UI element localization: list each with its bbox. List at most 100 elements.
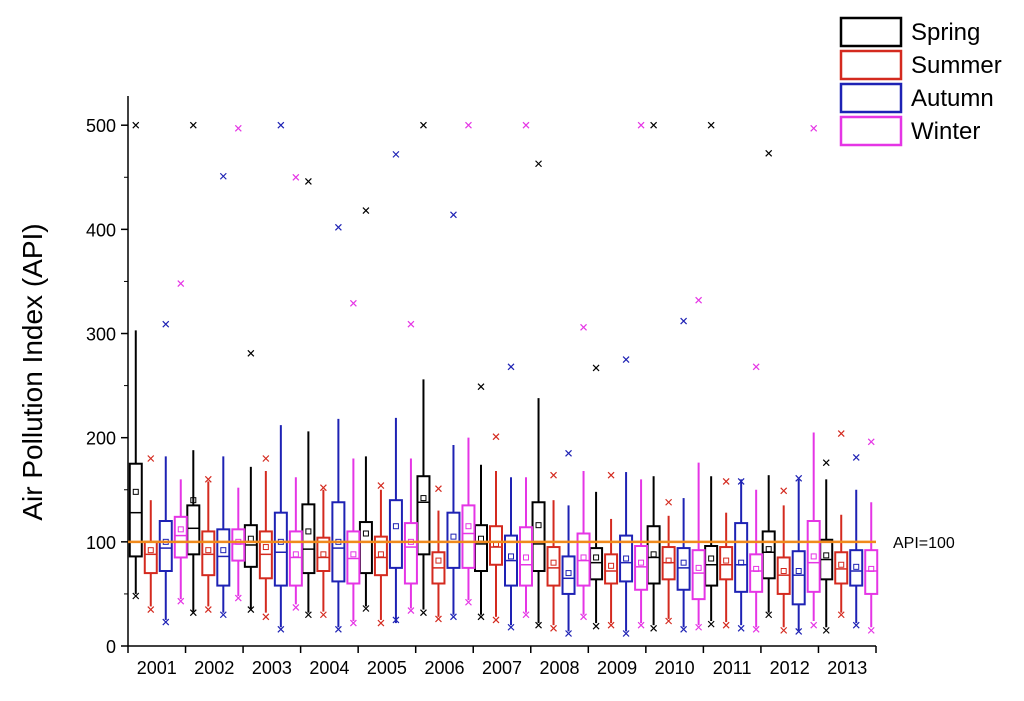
min-marker-stroke — [492, 616, 500, 624]
box-summer-2001 — [143, 455, 158, 613]
mean-marker — [723, 557, 730, 564]
max-marker-stroke — [622, 356, 630, 363]
min-marker-stroke — [292, 604, 300, 611]
iqr-box — [288, 530, 303, 587]
min-marker — [477, 613, 485, 621]
max-marker-stroke — [247, 349, 255, 357]
box-winter-2003 — [288, 173, 303, 611]
max-marker-stroke — [680, 317, 688, 325]
mean-marker — [838, 561, 845, 568]
max-marker-stroke — [722, 478, 730, 485]
min-marker — [565, 630, 572, 637]
min-marker — [334, 625, 342, 633]
min-marker-stroke — [707, 620, 715, 628]
min-marker-stroke — [247, 606, 255, 613]
y-tick-label: 500 — [86, 116, 116, 136]
mean-marker — [608, 562, 615, 569]
max-marker-stroke — [650, 121, 658, 129]
max-marker-stroke — [780, 487, 788, 495]
max-marker-stroke — [177, 280, 185, 287]
min-marker — [132, 592, 140, 600]
max-marker-stroke — [162, 320, 170, 328]
legend-label: Summer — [911, 52, 1002, 79]
max-marker — [132, 121, 140, 129]
x-tick-label: 2013 — [827, 658, 867, 678]
min-marker-stroke — [550, 624, 557, 632]
max-marker — [492, 433, 500, 441]
min-marker — [177, 597, 185, 605]
min-marker — [822, 626, 830, 634]
box-autumn-2011 — [734, 478, 749, 632]
min-marker-stroke — [722, 621, 730, 629]
max-marker — [810, 124, 818, 132]
iqr-box — [576, 532, 591, 587]
min-marker-stroke — [234, 594, 242, 602]
min-marker — [622, 630, 630, 637]
box-summer-2003 — [258, 455, 273, 621]
mean-marker — [523, 554, 529, 561]
x-tick-label: 2001 — [137, 658, 177, 678]
max-marker — [765, 149, 773, 157]
iqr-box — [546, 546, 561, 587]
legend-item-autumn: Autumn — [839, 82, 994, 114]
iqr-box — [589, 547, 604, 581]
max-marker-stroke — [810, 124, 818, 132]
box-winter-2007 — [519, 121, 533, 619]
max-marker — [507, 363, 515, 371]
min-marker-stroke — [177, 597, 185, 605]
max-marker — [420, 121, 427, 129]
max-marker — [349, 299, 357, 307]
iqr-box — [243, 524, 258, 568]
min-marker-stroke — [132, 592, 140, 600]
x-tick-label: 2012 — [770, 658, 810, 678]
box-autumn-2005 — [388, 150, 403, 624]
max-marker-stroke — [522, 121, 530, 129]
max-marker-stroke — [737, 478, 745, 485]
min-marker-stroke — [392, 616, 400, 624]
iqr-box — [676, 547, 691, 591]
min-marker-stroke — [810, 621, 818, 629]
min-marker — [665, 617, 673, 625]
series-autumn — [158, 121, 864, 637]
box-winter-2001 — [173, 280, 188, 605]
min-marker — [780, 626, 788, 634]
box-autumn-2013 — [849, 454, 864, 629]
y-tick-label: 100 — [86, 533, 116, 553]
x-axis-ticks: 2001 2002 2003 2004 2005 2006 2007 2008 2009 2010… — [127, 646, 877, 678]
max-marker-stroke — [435, 485, 442, 493]
min-marker — [752, 625, 760, 633]
max-marker-stroke — [204, 475, 212, 483]
box-spring-2010 — [646, 121, 661, 632]
min-marker — [765, 611, 773, 619]
min-marker-stroke — [867, 626, 875, 634]
mean-marker — [305, 528, 312, 535]
min-marker-stroke — [319, 611, 327, 619]
min-marker-stroke — [362, 605, 370, 612]
max-marker — [189, 121, 197, 129]
min-marker — [607, 621, 615, 629]
legend-item-summer: Summer — [839, 49, 1002, 81]
max-marker — [592, 364, 600, 372]
mean-marker — [420, 495, 427, 502]
iqr-box — [346, 530, 361, 585]
max-marker-stroke — [147, 455, 155, 462]
min-marker-stroke — [607, 621, 615, 629]
max-marker-stroke — [319, 484, 327, 492]
box-spring-2009 — [589, 364, 604, 630]
mean-marker — [465, 523, 472, 530]
max-marker — [722, 478, 730, 485]
mean-marker — [580, 554, 587, 561]
box-spring-2013 — [819, 459, 834, 634]
max-marker — [780, 487, 788, 495]
min-marker-stroke — [822, 626, 830, 634]
mean-marker — [535, 522, 542, 529]
min-marker — [837, 611, 845, 619]
max-marker — [247, 349, 255, 357]
min-marker — [707, 620, 715, 628]
min-marker-stroke — [535, 621, 542, 629]
box-spring-2005 — [358, 207, 373, 612]
box-autumn-2002 — [216, 172, 231, 619]
max-marker — [522, 121, 530, 129]
min-marker-stroke — [162, 618, 170, 626]
max-marker-stroke — [707, 121, 715, 129]
